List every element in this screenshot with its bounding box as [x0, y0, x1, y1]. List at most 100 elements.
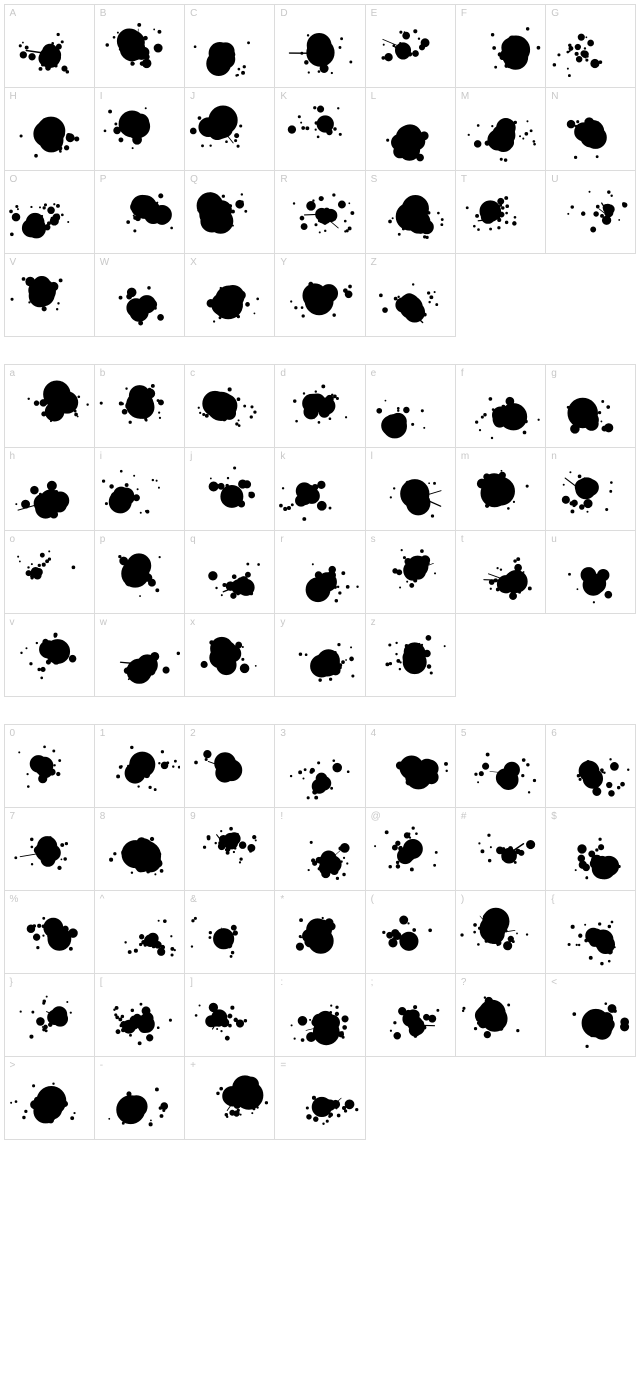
glyph-label: 2: [190, 728, 196, 739]
glyph-label: g: [551, 368, 557, 379]
ink-splat-icon: [460, 462, 541, 526]
glyph-cell: G: [545, 4, 636, 88]
ink-splat-icon: [9, 462, 90, 526]
glyph-cell: D: [274, 4, 365, 88]
ink-splat-icon: [279, 628, 360, 692]
glyph-cell: w: [94, 613, 185, 697]
glyph-label: #: [461, 811, 467, 822]
glyph-cell: ^: [94, 890, 185, 974]
glyph-label: Z: [371, 257, 377, 268]
glyph-label: 7: [10, 811, 16, 822]
glyph-cell: A: [4, 4, 95, 88]
glyph-label: q: [190, 534, 196, 545]
glyph-cell: $: [545, 807, 636, 891]
glyph-label: z: [371, 617, 376, 628]
glyph-label: n: [551, 451, 557, 462]
glyph-label: 6: [551, 728, 557, 739]
glyph-cell: ;: [365, 973, 456, 1057]
ink-splat-icon: [189, 905, 270, 969]
ink-splat-icon: [189, 379, 270, 443]
glyph-label: <: [551, 977, 557, 988]
glyph-cell: e: [365, 364, 456, 448]
glyph-label: X: [190, 257, 197, 268]
glyph-label: 5: [461, 728, 467, 739]
glyph-cell: V: [4, 253, 95, 337]
ink-splat-icon: [550, 988, 631, 1052]
glyph-label: ^: [100, 894, 105, 905]
glyph-cell: k: [274, 447, 365, 531]
ink-splat-icon: [460, 185, 541, 249]
ink-splat-icon: [370, 19, 451, 83]
glyph-label: -: [100, 1060, 103, 1071]
glyph-cell: &: [184, 890, 275, 974]
glyph-cell: I: [94, 87, 185, 171]
glyph-cell: m: [455, 447, 546, 531]
glyph-label: 3: [280, 728, 286, 739]
ink-splat-icon: [189, 19, 270, 83]
group-digits-symbols: 0123456789!@#$%^&*(){}[]:;?<>-+=: [4, 724, 636, 1139]
ink-splat-icon: [279, 268, 360, 332]
glyph-label: f: [461, 368, 464, 379]
glyph-cell: c: [184, 364, 275, 448]
glyph-cell: 9: [184, 807, 275, 891]
glyph-cell: C: [184, 4, 275, 88]
glyph-label: k: [280, 451, 285, 462]
glyph-label: d: [280, 368, 286, 379]
glyph-cell: 7: [4, 807, 95, 891]
ink-splat-icon: [370, 102, 451, 166]
glyph-label: V: [10, 257, 17, 268]
ink-splat-icon: [279, 462, 360, 526]
ink-splat-icon: [460, 545, 541, 609]
ink-splat-icon: [9, 1071, 90, 1135]
glyph-label: r: [280, 534, 283, 545]
ink-splat-icon: [460, 739, 541, 803]
glyph-label: {: [551, 894, 554, 905]
ink-splat-icon: [99, 185, 180, 249]
glyph-label: Q: [190, 174, 198, 185]
ink-splat-icon: [370, 379, 451, 443]
glyph-label: +: [190, 1060, 196, 1071]
glyph-cell: v: [4, 613, 95, 697]
glyph-label: &: [190, 894, 197, 905]
character-map: ABCDEFGHIJKLMNOPQRSTUVWXYZabcdefghijklmn…: [4, 4, 636, 1139]
empty-cell: [455, 1056, 546, 1140]
glyph-cell: J: [184, 87, 275, 171]
glyph-cell: f: [455, 364, 546, 448]
ink-splat-icon: [99, 822, 180, 886]
glyph-label: [: [100, 977, 103, 988]
glyph-label: H: [10, 91, 17, 102]
glyph-cell: 4: [365, 724, 456, 808]
glyph-cell: Z: [365, 253, 456, 337]
glyph-cell: !: [274, 807, 365, 891]
ink-splat-icon: [9, 185, 90, 249]
glyph-label: K: [280, 91, 287, 102]
glyph-label: p: [100, 534, 106, 545]
ink-splat-icon: [279, 185, 360, 249]
glyph-label: F: [461, 8, 467, 19]
glyph-label: ): [461, 894, 464, 905]
empty-cell: [545, 1056, 636, 1140]
glyph-label: !: [280, 811, 283, 822]
glyph-label: 8: [100, 811, 106, 822]
glyph-label: U: [551, 174, 558, 185]
glyph-label: 0: [10, 728, 16, 739]
ink-splat-icon: [9, 19, 90, 83]
glyph-cell: ?: [455, 973, 546, 1057]
ink-splat-icon: [460, 102, 541, 166]
glyph-label: 4: [371, 728, 377, 739]
glyph-label: J: [190, 91, 195, 102]
glyph-cell: 0: [4, 724, 95, 808]
ink-splat-icon: [99, 905, 180, 969]
glyph-label: w: [100, 617, 107, 628]
glyph-label: 1: [100, 728, 106, 739]
glyph-cell: p: [94, 530, 185, 614]
group-uppercase: ABCDEFGHIJKLMNOPQRSTUVWXYZ: [4, 4, 636, 336]
ink-splat-icon: [189, 268, 270, 332]
glyph-label: i: [100, 451, 102, 462]
ink-splat-icon: [460, 379, 541, 443]
ink-splat-icon: [370, 628, 451, 692]
glyph-label: s: [371, 534, 376, 545]
glyph-label: v: [10, 617, 15, 628]
ink-splat-icon: [9, 102, 90, 166]
glyph-label: O: [10, 174, 18, 185]
